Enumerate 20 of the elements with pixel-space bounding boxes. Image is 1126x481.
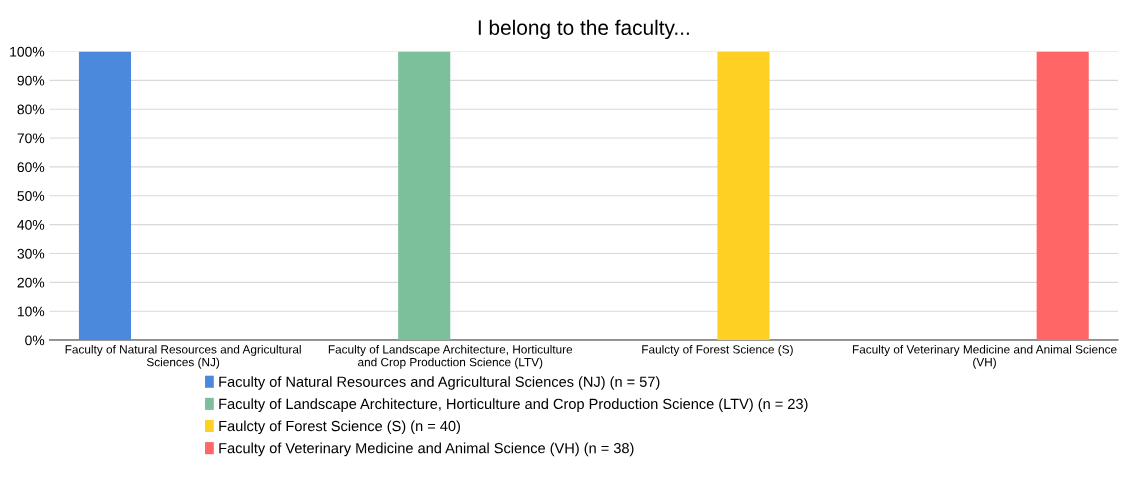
x-tick-label: Faulcty of Forest Science (S): [642, 344, 793, 356]
y-tick-label: 70%: [17, 133, 45, 144]
y-tick-label: 90%: [17, 75, 45, 86]
legend-label: Faulcty of Forest Science (S) (n = 40): [219, 420, 460, 435]
y-tick-label: 100%: [10, 46, 45, 57]
x-tick-label: Faculty of Veterinary Medicine and Animal Science (VH): [852, 344, 1117, 369]
y-tick-label: 80%: [17, 104, 45, 115]
y-tick-label: 30%: [17, 248, 45, 259]
y-tick-label: 10%: [17, 306, 45, 317]
y-tick-label: 0%: [25, 335, 45, 346]
y-tick-label: 20%: [17, 277, 45, 288]
legend-label: Faculty of Veterinary Medicine and Animal Science (VH) (n = 38): [219, 442, 634, 457]
x-tick-label: Faculty of Natural Resources and Agricultural Sciences (NJ): [65, 344, 301, 369]
y-tick-label: 60%: [17, 162, 45, 173]
y-tick-label: 50%: [17, 191, 45, 201]
chart-title: I belong to the faculty...: [478, 19, 689, 40]
y-tick-label: 40%: [17, 219, 45, 230]
legend-label: Faculty of Landscape Architecture, Horticulture and Crop Production Science (LTV) (n = 23): [219, 398, 808, 412]
legend-label: Faculty of Natural Resources and Agricultural Sciences (NJ) (n = 57): [219, 376, 660, 390]
x-tick-label: Faculty of Landscape Architecture, Horticulture and Crop Production Science (LTV): [328, 344, 573, 369]
